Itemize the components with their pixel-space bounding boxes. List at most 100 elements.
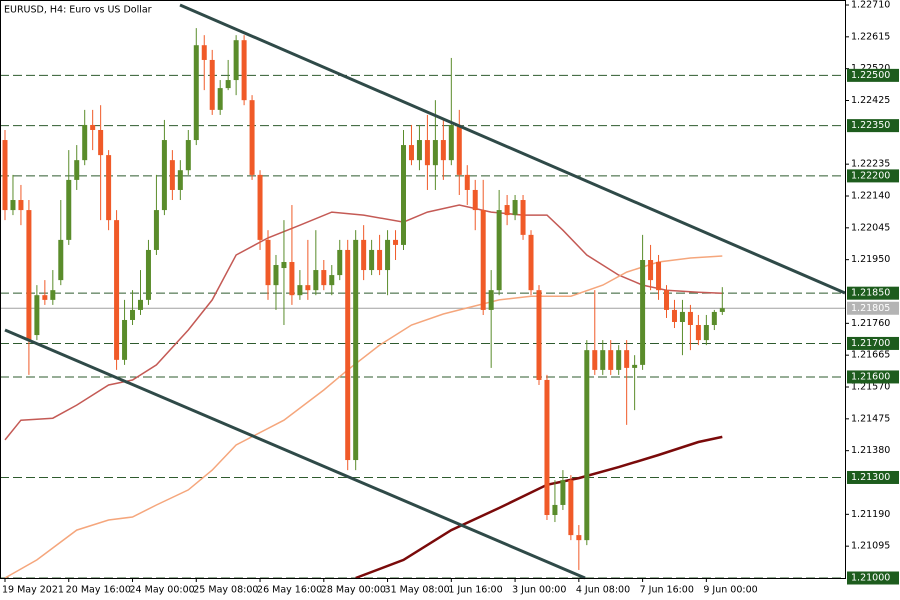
candle-body [416,140,422,161]
candle-body [632,364,638,368]
level-label-box [847,370,899,384]
level-label: 1.21700 [851,338,890,349]
candle-body [424,140,430,166]
candle-body [640,260,646,365]
x-tick-label: 24 May 00:00 [130,585,195,596]
x-tick-label: 26 May 16:00 [257,585,322,596]
level-label: 1.21600 [851,371,890,382]
candle-body [201,45,207,60]
last-price-box [847,301,899,315]
trend-line [4,328,586,580]
y-tick-label: 1.21475 [851,413,890,424]
y-tick-label: 1.22425 [851,95,890,106]
candle-body [10,200,16,211]
level-label: 1.21850 [851,288,890,299]
candle-body [560,480,566,505]
y-tick-label: 1.21380 [851,445,890,456]
x-tick-label: 4 Jun 08:00 [576,585,630,596]
plot-frame [0,0,846,579]
candle-body [281,262,287,269]
y-tick-label: 1.22235 [851,159,890,170]
candle-body [18,200,24,211]
candle-body [393,239,399,245]
candle-body [241,40,247,101]
candle-body [608,350,614,370]
candle-body [329,275,335,286]
candle-body [161,140,167,211]
candle-body [193,45,199,141]
level-label: 1.22200 [851,170,890,181]
candle-body [600,350,606,370]
candle-body [385,239,391,271]
candle-body [703,325,709,341]
candle-body [345,249,351,461]
candle-body [337,249,343,276]
level-label-box [847,169,899,183]
candle-body [217,88,223,110]
moving-average-line [4,204,723,441]
y-tick-label: 1.22140 [851,191,890,202]
candle-body [321,270,327,286]
y-tick-label: 1.21760 [851,318,890,329]
level-label-box [847,119,899,133]
candle-body [520,200,526,235]
level-label-box [847,336,899,350]
y-tick-label: 1.22045 [851,222,890,233]
candle-body [377,249,383,271]
level-label: 1.22350 [851,120,890,131]
x-tick-label: 31 May 08:00 [385,585,450,596]
candle-body [209,59,215,110]
moving-average-line [4,255,723,579]
x-tick-label: 19 May 2021 [2,585,64,596]
candle-body [711,311,717,326]
candle-body [504,205,510,216]
candle-body [297,285,303,296]
candle-body [177,170,183,190]
candle-body [687,311,693,326]
candle-body [536,290,542,380]
candle-body [122,319,128,360]
x-tick-label: 3 Jun 00:00 [512,585,566,596]
candle-body [305,285,311,291]
y-tick-label: 1.21950 [851,254,890,265]
candle-body [353,239,359,461]
candle-body [273,265,279,286]
candle-body [544,379,550,516]
candle-body [472,189,478,211]
candle-body [664,290,670,310]
candle-body [257,174,263,240]
candle-body [66,179,72,240]
candle-body [528,234,534,291]
y-tick-label: 1.22615 [851,31,890,42]
x-tick-label: 25 May 08:00 [193,585,258,596]
candle-body [50,290,56,300]
candle-body [313,270,319,291]
candle-body [576,535,582,541]
candle-body [616,350,622,370]
candle-body [496,210,502,291]
candle-body [98,129,104,156]
x-tick-label: 20 May 16:00 [66,585,131,596]
candle-body [26,210,32,341]
candle-body [624,350,630,368]
level-label-box [847,571,899,585]
x-tick-label: 28 May 00:00 [321,585,386,596]
candle-body [401,145,406,245]
candle-body [265,239,271,286]
candle-body [42,295,48,300]
candle-body [568,480,574,536]
candle-body [552,504,558,516]
candle-body [512,200,518,216]
candle-body [185,140,191,171]
level-label-box [847,470,899,484]
chart-title: EURUSD, H4: Euro vs US Dollar [4,5,152,16]
last-price-label: 1.21805 [851,303,890,314]
candle-body [408,145,414,161]
candle-body [488,290,494,310]
candle-body [233,40,239,81]
candle-body [153,210,159,250]
candle-body [145,249,151,300]
candle-body [130,309,136,320]
